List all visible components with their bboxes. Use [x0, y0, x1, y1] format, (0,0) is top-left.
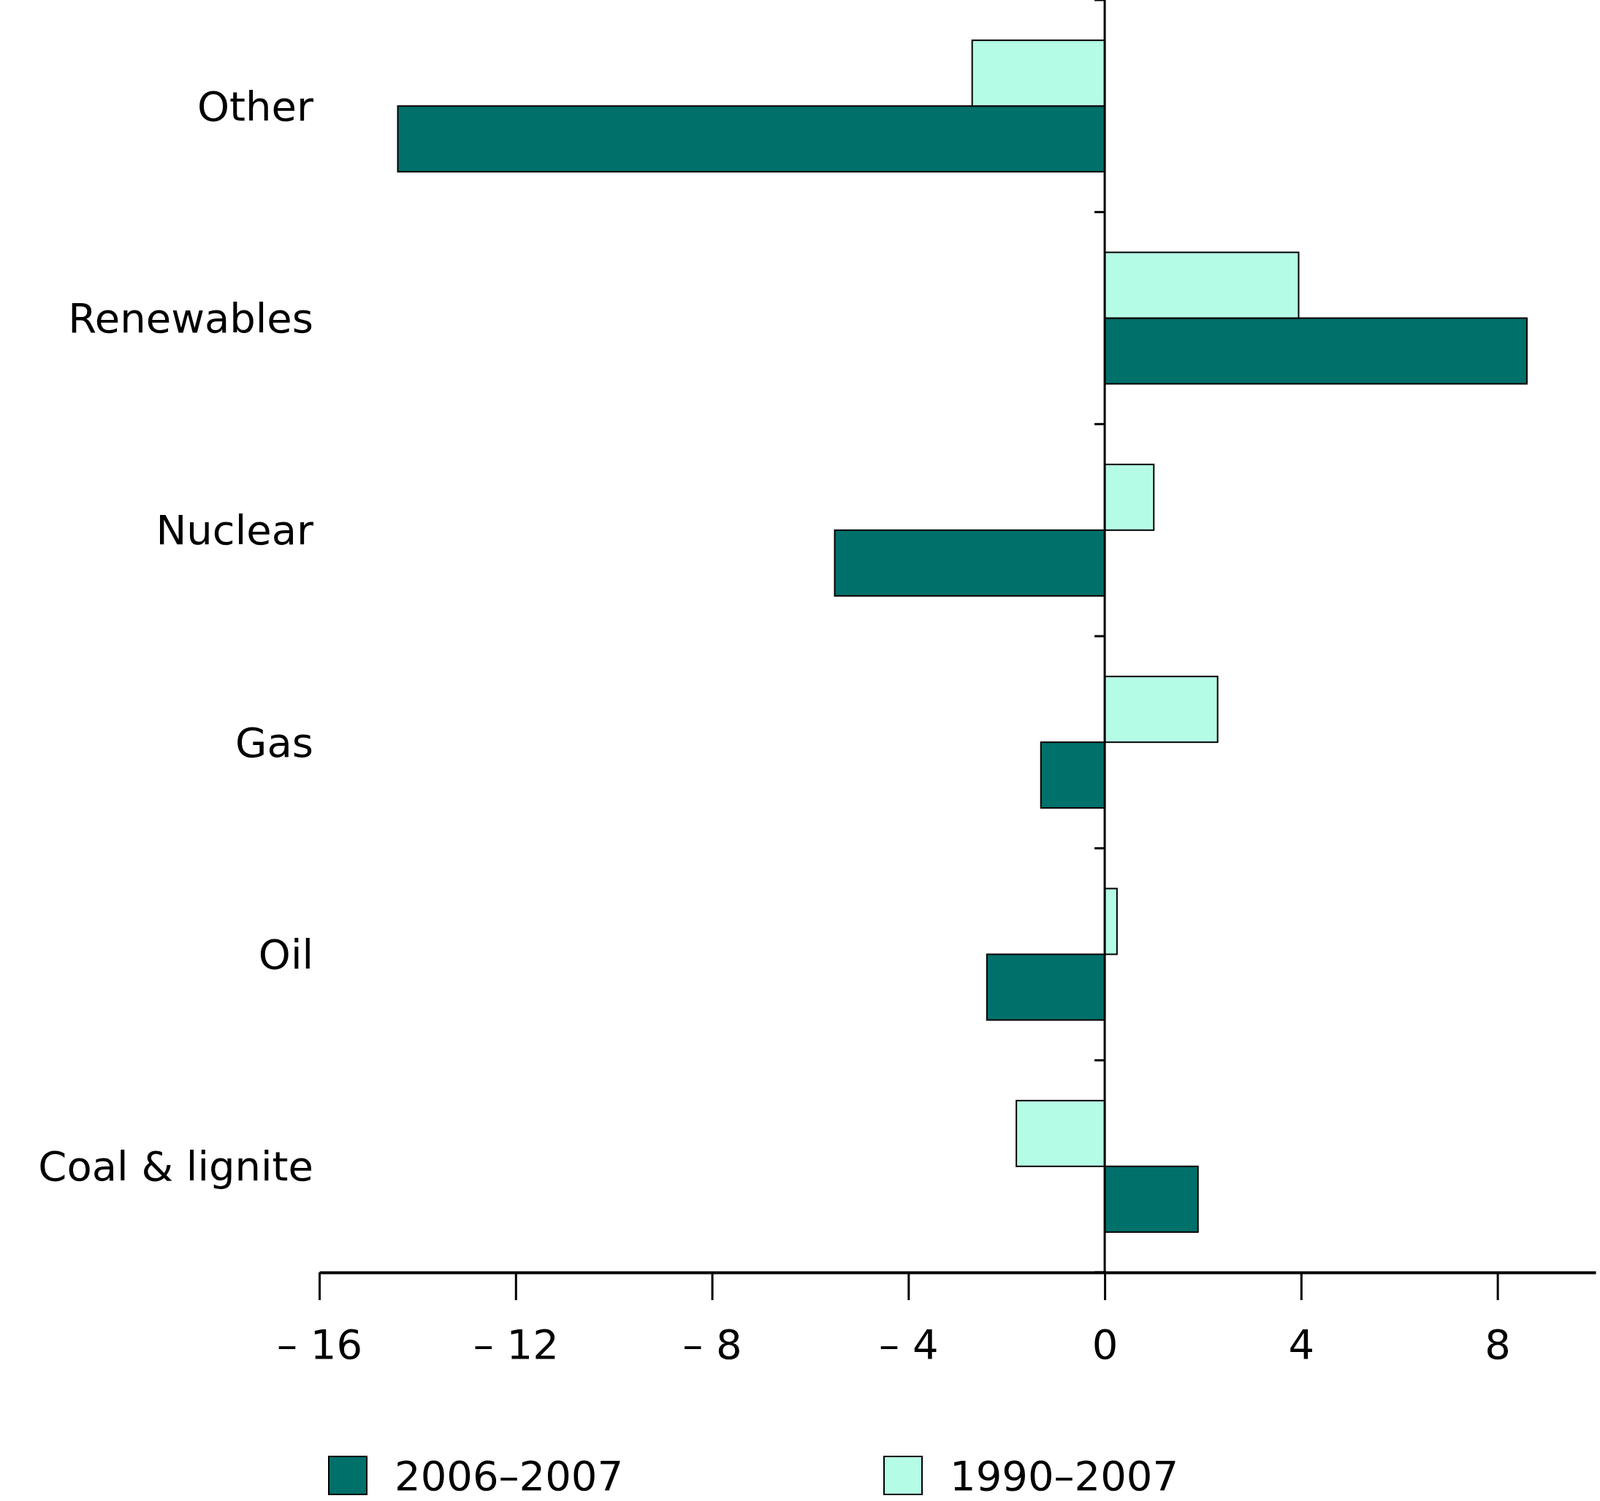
x-tick-label: 4	[1288, 1320, 1316, 1369]
category-divider	[1094, 847, 1105, 850]
category-label: Other	[197, 82, 315, 131]
category-divider	[1094, 211, 1105, 214]
category-divider	[1094, 1059, 1105, 1062]
bar	[1041, 742, 1105, 809]
x-tick-label: – 16	[276, 1320, 363, 1369]
category-divider	[1094, 423, 1105, 426]
x-axis-line	[320, 1271, 1597, 1275]
x-tick-mark	[1300, 1272, 1303, 1301]
legend-item: 1990–2007	[884, 1452, 1179, 1500]
category-label: Renewables	[67, 294, 314, 342]
category-label: Coal & lignite	[37, 1142, 314, 1191]
x-tick-mark	[1103, 1272, 1107, 1301]
bar	[1104, 676, 1218, 743]
x-tick: – 8	[682, 1272, 742, 1369]
x-tick: – 12	[473, 1272, 559, 1369]
bars	[398, 40, 1527, 1233]
x-tick-label: 0	[1092, 1320, 1119, 1369]
category-label: Gas	[235, 718, 314, 767]
x-tick-mark	[515, 1272, 518, 1301]
x-tick-mark	[907, 1272, 910, 1301]
x-tick-label: – 4	[878, 1320, 939, 1369]
category-label: Oil	[258, 930, 314, 979]
bar	[835, 530, 1106, 597]
legend-label: 2006–2007	[394, 1452, 624, 1500]
category-divider	[1094, 635, 1105, 638]
bar	[972, 40, 1105, 106]
bar	[1104, 464, 1154, 531]
x-axis: – 16 – 12 – 8 – 4 0 4 8	[276, 1272, 1597, 1369]
bar	[1104, 252, 1299, 318]
x-tick: – 4	[878, 1272, 939, 1369]
bar	[1104, 888, 1118, 955]
bar	[1104, 1166, 1199, 1233]
category-divider	[1094, 0, 1105, 2]
x-tick-mark	[318, 1272, 321, 1301]
x-tick-mark	[711, 1272, 714, 1301]
legend-swatch	[884, 1456, 923, 1495]
x-tick: 0	[1092, 1272, 1119, 1369]
chart: Other Renewables Nuclear Gas Oil Coal & ligni…	[0, 0, 1600, 1501]
x-tick-mark	[1496, 1272, 1500, 1301]
x-tick: 8	[1484, 1272, 1511, 1369]
category-label: Nuclear	[155, 506, 315, 554]
x-tick: 4	[1288, 1272, 1316, 1369]
x-tick: – 16	[276, 1272, 363, 1369]
bar	[398, 105, 1106, 172]
legend-swatch	[328, 1456, 367, 1495]
legend-item: 2006–2007	[328, 1452, 624, 1500]
x-tick-label: – 8	[682, 1320, 742, 1369]
x-tick-label: 8	[1484, 1320, 1511, 1369]
bar	[1104, 318, 1527, 385]
bar	[1016, 1101, 1105, 1167]
bar	[987, 954, 1105, 1021]
legend-label: 1990–2007	[949, 1452, 1179, 1500]
x-tick-label: – 12	[473, 1320, 559, 1369]
